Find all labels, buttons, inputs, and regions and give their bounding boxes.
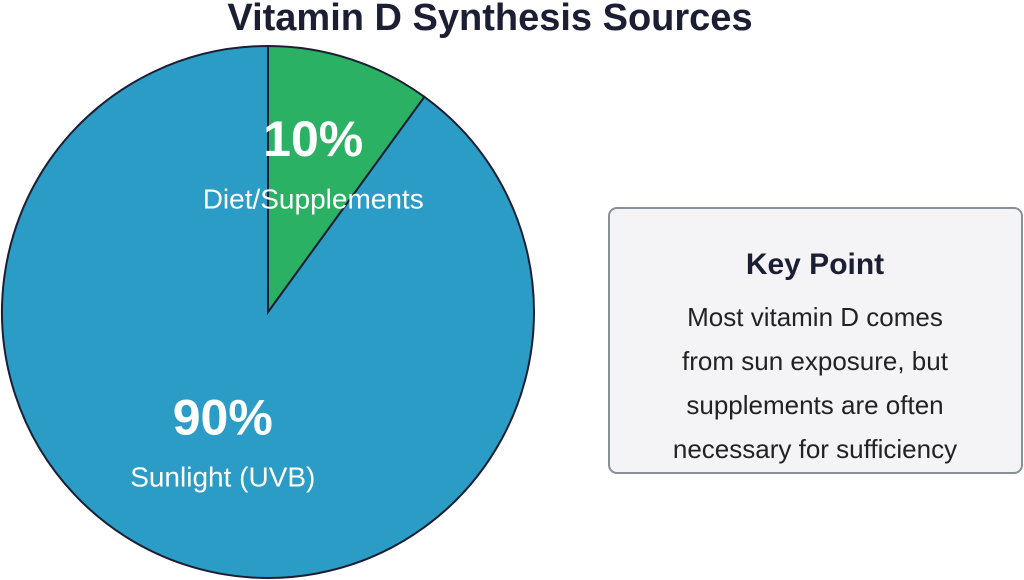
- key-point-line: Most vitamin D comes: [687, 302, 943, 332]
- key-point-title: Key Point: [746, 248, 884, 281]
- key-point-line: supplements are often: [686, 390, 943, 420]
- chart-title: Vitamin D Synthesis Sources: [227, 0, 752, 39]
- pie-slice: [267, 44, 426, 316]
- slice-value-label: 90%: [173, 389, 273, 445]
- key-point-box: [608, 207, 1023, 474]
- key-point-text: Most vitamin D comes from sun exposure, b…: [673, 302, 957, 464]
- key-point-line: from sun exposure, but: [682, 346, 949, 376]
- pie: 90% Sunlight (UVB) 10% Diet/Supplements: [1, 44, 535, 579]
- key-point-line: necessary for sufficiency: [673, 434, 957, 464]
- slice-category-label: Diet/Supplements: [203, 183, 424, 214]
- slice-value-label: 10%: [263, 111, 363, 167]
- slice-category-label: Sunlight (UVB): [130, 462, 315, 493]
